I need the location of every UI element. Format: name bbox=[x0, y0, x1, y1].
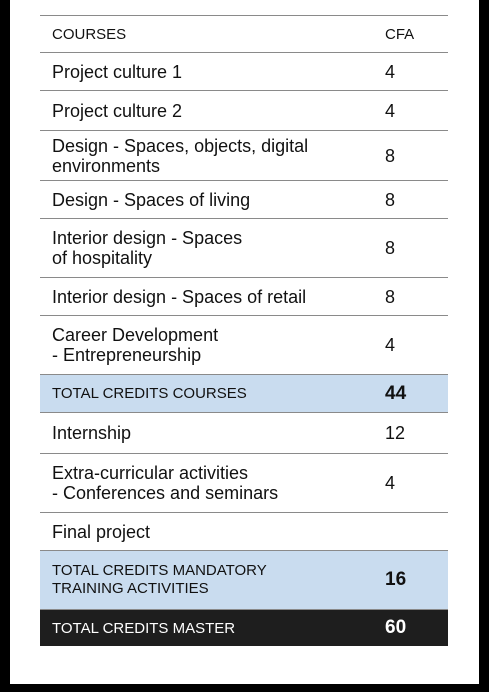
table-row: Internship 12 bbox=[40, 412, 448, 454]
activity-name: Extra-curricular activities - Conference… bbox=[40, 453, 377, 513]
course-name-line: Project culture 2 bbox=[52, 100, 183, 121]
course-name-line: of hospitality bbox=[52, 248, 153, 268]
header-credits: CFA bbox=[377, 15, 448, 53]
table-row: Extra-curricular activities - Conference… bbox=[40, 453, 448, 513]
table-row: Project culture 1 4 bbox=[40, 52, 448, 91]
table-row: Design - Spaces, objects, digital enviro… bbox=[40, 130, 448, 181]
total-courses-credits: 44 bbox=[377, 374, 448, 413]
course-credits: 4 bbox=[377, 52, 448, 91]
course-credits: 8 bbox=[377, 130, 448, 181]
course-name: Design - Spaces, objects, digital enviro… bbox=[40, 130, 377, 181]
table-row: Career Development - Entrepreneurship 4 bbox=[40, 315, 448, 375]
activity-name-line: - Conferences and seminars bbox=[52, 483, 279, 503]
document-sheet: COURSES CFA Project culture 1 4 Project … bbox=[10, 0, 479, 684]
total-mandatory-label: TOTAL CREDITS MANDATORY TRAINING ACTIVIT… bbox=[40, 550, 377, 610]
total-courses-label: TOTAL CREDITS COURSES bbox=[40, 374, 377, 413]
course-name-line: Project culture 1 bbox=[52, 61, 183, 82]
total-master-row: TOTAL CREDITS MASTER 60 bbox=[40, 609, 448, 646]
table-header-row: COURSES CFA bbox=[40, 15, 448, 53]
total-mandatory-label-line: TRAINING ACTIVITIES bbox=[52, 580, 209, 597]
course-credits: 8 bbox=[377, 277, 448, 316]
activity-name-line: Extra-curricular activities bbox=[52, 463, 249, 483]
course-credits: 8 bbox=[377, 218, 448, 278]
course-name-line: Design - Spaces, objects, digital bbox=[52, 135, 309, 156]
activity-name: Final project bbox=[40, 512, 377, 551]
course-name: Design - Spaces of living bbox=[40, 180, 377, 219]
table-row: Design - Spaces of living 8 bbox=[40, 180, 448, 219]
course-credits: 8 bbox=[377, 180, 448, 219]
activity-credits: 4 bbox=[377, 453, 448, 513]
activity-credits bbox=[377, 512, 448, 551]
course-name-line: - Entrepreneurship bbox=[52, 345, 202, 365]
table-row: Final project bbox=[40, 512, 448, 551]
course-name: Interior design - Spaces of hospitality bbox=[40, 218, 377, 278]
activity-credits: 12 bbox=[377, 412, 448, 454]
total-master-credits: 60 bbox=[377, 609, 448, 646]
total-master-label: TOTAL CREDITS MASTER bbox=[40, 609, 377, 646]
course-name-line: Interior design - Spaces bbox=[52, 228, 243, 248]
course-name: Project culture 2 bbox=[40, 90, 377, 131]
total-mandatory-label-line: TOTAL CREDITS MANDATORY bbox=[52, 562, 267, 579]
activity-name-line: Internship bbox=[52, 423, 132, 443]
course-name-line: Career Development bbox=[52, 325, 219, 345]
header-courses: COURSES bbox=[40, 15, 377, 53]
course-credits: 4 bbox=[377, 90, 448, 131]
course-name: Interior design - Spaces of retail bbox=[40, 277, 377, 316]
course-name: Career Development - Entrepreneurship bbox=[40, 315, 377, 375]
course-name: Project culture 1 bbox=[40, 52, 377, 91]
total-courses-row: TOTAL CREDITS COURSES 44 bbox=[40, 374, 448, 413]
course-credits: 4 bbox=[377, 315, 448, 375]
table-row: Interior design - Spaces of hospitality … bbox=[40, 218, 448, 278]
course-name-line: environments bbox=[52, 155, 161, 176]
course-name-line: Design - Spaces of living bbox=[52, 189, 251, 210]
activity-name-line: Final project bbox=[52, 521, 151, 542]
table-row: Interior design - Spaces of retail 8 bbox=[40, 277, 448, 316]
credits-table: COURSES CFA Project culture 1 4 Project … bbox=[40, 15, 448, 646]
activity-name: Internship bbox=[40, 412, 377, 454]
table-row: Project culture 2 4 bbox=[40, 90, 448, 131]
course-name-line: Interior design - Spaces of retail bbox=[52, 286, 307, 307]
total-mandatory-row: TOTAL CREDITS MANDATORY TRAINING ACTIVIT… bbox=[40, 550, 448, 610]
total-mandatory-credits: 16 bbox=[377, 550, 448, 610]
